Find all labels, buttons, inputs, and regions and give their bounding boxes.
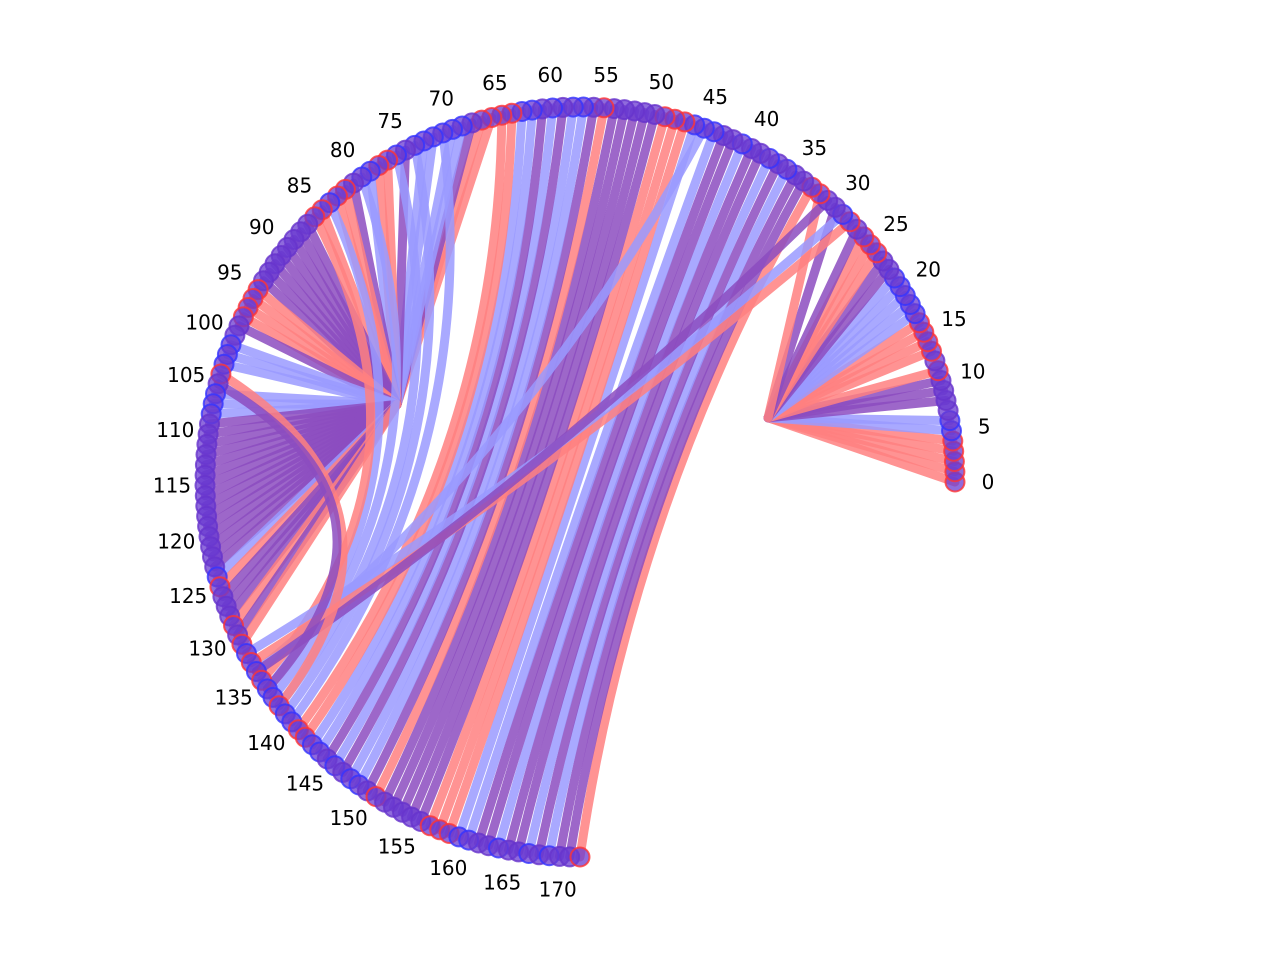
chord-link-64-142 [300, 108, 517, 742]
tick-label-5: 5 [978, 414, 991, 438]
tick-label-160: 160 [429, 856, 467, 880]
tick-label-95: 95 [217, 261, 242, 285]
tick-label-115: 115 [153, 474, 191, 498]
chord-link-44-161 [464, 127, 719, 845]
chord-link-49-157 [425, 112, 670, 831]
chord-link-31-134 [251, 195, 833, 676]
chord-link-62-144 [315, 105, 537, 757]
chord-link-57-149 [354, 102, 588, 790]
chord-link-43-162 [474, 131, 728, 848]
chord-link-35-170 [555, 170, 800, 861]
chord-link-38-167 [524, 153, 774, 858]
tick-label-150: 150 [330, 806, 368, 830]
tick-label-105: 105 [167, 363, 205, 387]
chord-link-65-141 [293, 110, 507, 735]
chord-link-39-166 [514, 148, 765, 857]
chord-link-71-140 [287, 128, 455, 727]
tick-label-100: 100 [185, 310, 223, 334]
chord-link-54-152 [380, 104, 619, 807]
tick-label-110: 110 [156, 418, 194, 442]
tick-labels: 0 5 10 15 20 25 30 35 40 45 50 55 60 65 70 75 80 85 90 95 10… [153, 63, 994, 902]
chord-link-61-145 [322, 104, 547, 764]
tick-label-170: 170 [539, 877, 577, 901]
chord-link-63-143 [307, 107, 527, 750]
chord-link-37-168 [534, 159, 783, 860]
tick-label-75: 75 [377, 109, 402, 133]
tick-label-125: 125 [169, 584, 207, 608]
tick-label-65: 65 [482, 71, 507, 95]
chord-link-28-133 [246, 217, 855, 667]
tick-label-0: 0 [982, 470, 995, 494]
tick-label-155: 155 [378, 835, 416, 859]
tick-label-90: 90 [249, 215, 274, 239]
chord-link-105-136 [213, 379, 342, 694]
hub-link-100-131 [237, 399, 402, 649]
chord-link-50-156 [416, 110, 660, 826]
chord-link-40-165 [504, 144, 756, 855]
tick-label-145: 145 [286, 771, 324, 795]
tick-label-20: 20 [916, 258, 941, 282]
chord-link-58-148 [346, 102, 578, 784]
tick-label-140: 140 [247, 731, 285, 755]
tick-label-165: 165 [483, 871, 521, 895]
tick-label-55: 55 [593, 63, 618, 87]
tick-label-70: 70 [428, 86, 453, 110]
tick-label-30: 30 [845, 171, 870, 195]
node-172 [569, 846, 591, 868]
tick-label-35: 35 [802, 136, 827, 160]
chord-link-56-150 [362, 102, 599, 796]
tick-label-50: 50 [649, 70, 674, 94]
chord-link-41-164 [494, 139, 747, 853]
chord-link-36-169 [544, 164, 792, 861]
tick-label-15: 15 [941, 307, 966, 331]
tick-label-80: 80 [330, 138, 355, 162]
tick-label-25: 25 [883, 212, 908, 236]
tick-label-85: 85 [287, 174, 312, 198]
chord-link-48-158 [435, 114, 680, 835]
chord-link-74-139 [280, 140, 435, 719]
tick-label-120: 120 [157, 529, 195, 553]
chord-nodes [194, 96, 966, 868]
chord-link-42-163 [484, 135, 738, 851]
chord-link-46-160 [454, 120, 700, 842]
tick-label-10: 10 [960, 360, 985, 384]
tick-label-135: 135 [215, 686, 253, 710]
tick-label-130: 130 [188, 636, 226, 660]
tick-label-45: 45 [703, 85, 728, 109]
chord-link-55-151 [371, 103, 609, 802]
tick-label-40: 40 [754, 107, 779, 131]
chord-links [200, 102, 960, 862]
tick-label-60: 60 [537, 63, 562, 87]
chord-link-104-138 [216, 369, 348, 711]
